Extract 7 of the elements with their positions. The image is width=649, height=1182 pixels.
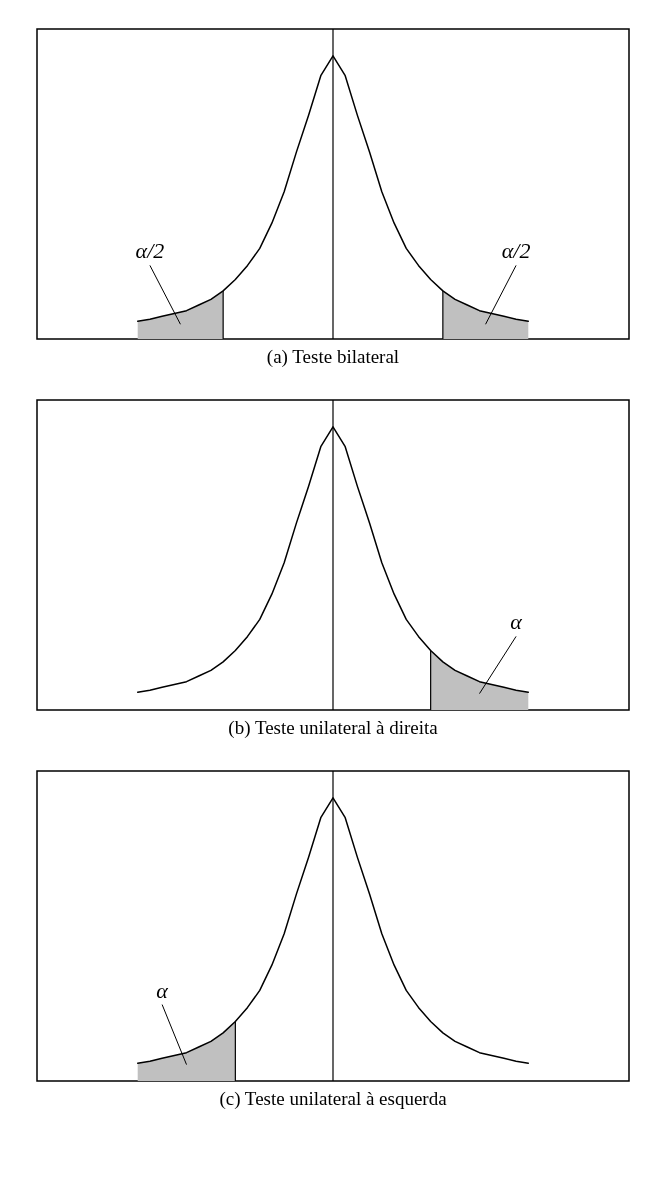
text: (c) Teste unilateral à esquerda (219, 1087, 448, 1110)
annotation: α/2 (501, 238, 531, 264)
text: (b) Teste unilateral à direita (228, 716, 439, 739)
annotation: α (510, 609, 523, 635)
annotation: α (156, 977, 169, 1003)
annotation: α/2 (135, 238, 165, 264)
text: (a) Teste bilateral (266, 345, 400, 368)
